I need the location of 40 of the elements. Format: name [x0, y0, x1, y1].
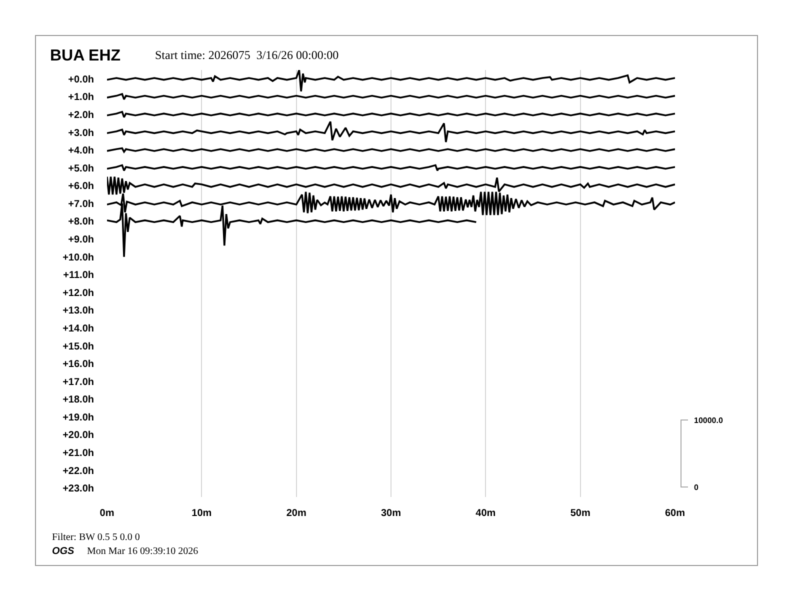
text: Mon Mar 16 09:39:10 2026 [87, 546, 198, 557]
y-tick-label: +11.0h [63, 270, 94, 282]
y-tick-label: +6.0h [68, 181, 94, 192]
y-tick-label: +2.0h [68, 110, 94, 121]
text: 0 [694, 483, 699, 492]
y-tick-label: +8.0h [68, 216, 94, 228]
y-tick-label: +15.0h [62, 341, 94, 352]
x-tick-label: 30m [380, 508, 402, 519]
y-tick-label: +22.0h [62, 466, 94, 477]
text: OGS [52, 546, 75, 557]
y-tick-label: +13.0h [62, 306, 94, 317]
chart-subtitle: Start time: 2026075 3/16/26 00:00:00 [155, 48, 339, 62]
y-tick-label: +7.0h [68, 198, 94, 210]
x-tick-label: 60m [664, 508, 686, 519]
x-tick-label: 0m [100, 508, 114, 519]
y-tick-label: +17.0h [62, 376, 94, 388]
y-tick-label: +5.0h [68, 163, 94, 174]
y-tick-label: +20.0h [62, 430, 94, 442]
y-tick-label: +19.0h [62, 412, 94, 424]
y-tick-label: +10.0h [62, 252, 94, 264]
text: Filter: BW 0.5 5 0.0 0 [52, 532, 140, 543]
text: 10000.0 [694, 416, 724, 425]
y-tick-label: +12.0h [62, 288, 94, 299]
y-tick-label: +14.0h [62, 323, 94, 334]
y-tick-label: +0.0h [68, 74, 94, 86]
y-tick-label: +21.0h [62, 448, 94, 460]
line-series [107, 70, 675, 92]
x-tick-label: 50m [570, 508, 590, 519]
line-series [107, 120, 675, 143]
y-tick-label: +9.0h [68, 234, 94, 246]
y-tick-label: +16.0h [62, 359, 94, 370]
y-tick-label: +1.0h [68, 92, 94, 104]
chart-title: BUA EHZ [50, 48, 121, 65]
y-tick-label: +18.0h [62, 394, 94, 406]
x-tick-label: 10m [192, 508, 212, 519]
y-tick-label: +23.0h [62, 484, 94, 495]
y-tick-label: +3.0h [68, 128, 94, 139]
x-tick-label: 20m [286, 508, 306, 519]
y-tick-label: +4.0h [68, 146, 94, 157]
x-tick-label: 40m [476, 508, 496, 519]
